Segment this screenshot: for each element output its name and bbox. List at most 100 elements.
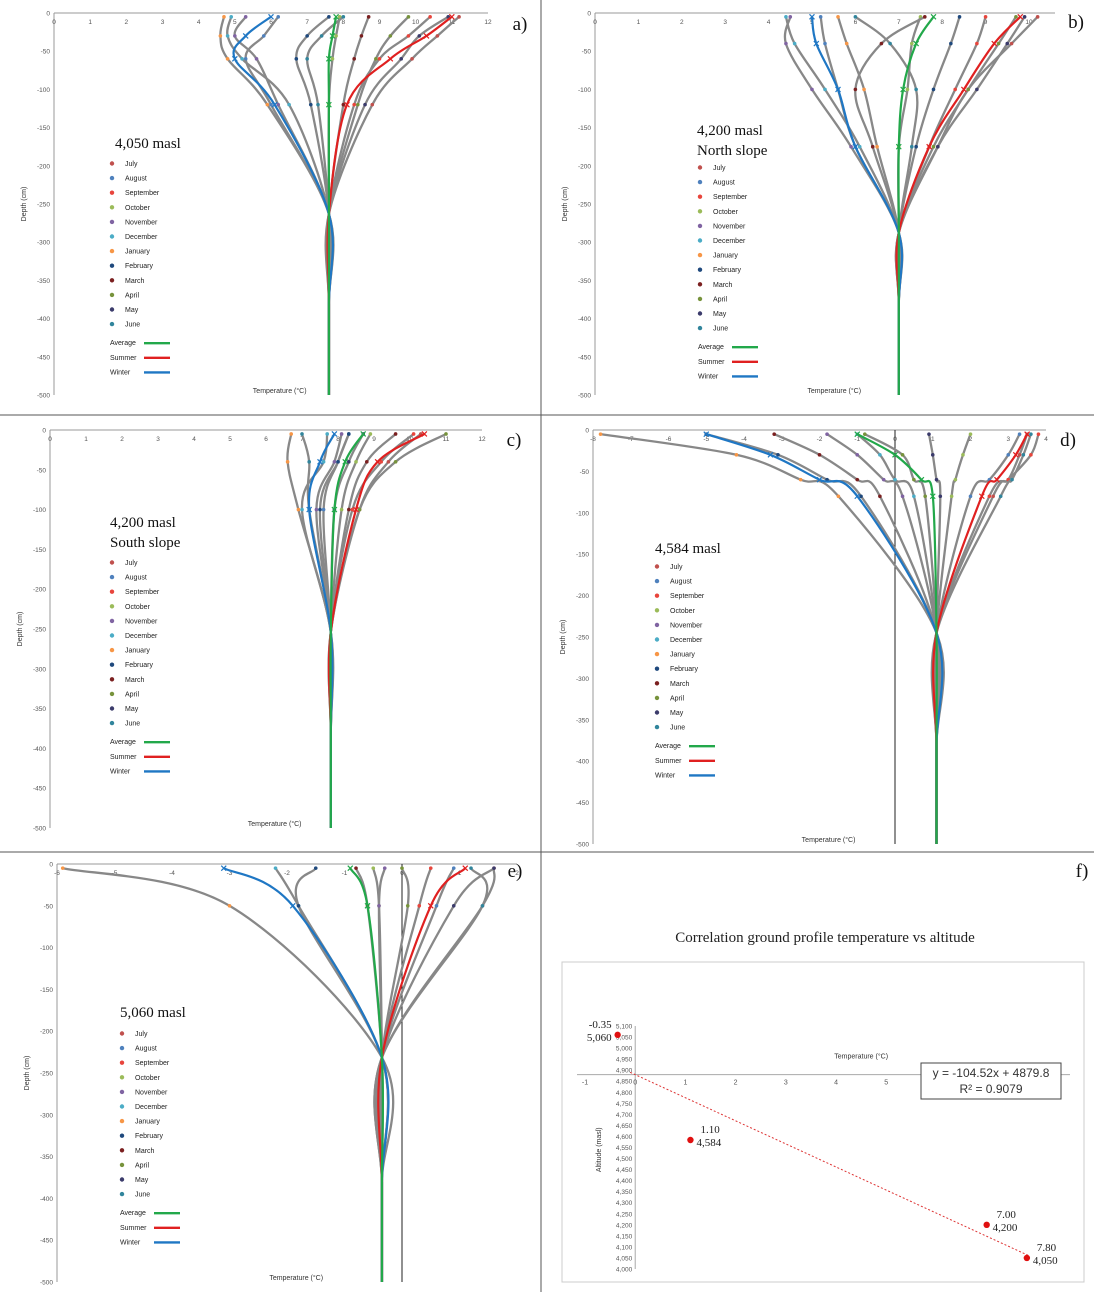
x-tick-label: 1 bbox=[637, 19, 641, 26]
monthly-curve-september bbox=[325, 15, 431, 395]
monthly-point bbox=[287, 102, 291, 107]
legend-label: September bbox=[125, 589, 160, 596]
winter-point bbox=[242, 32, 249, 39]
chart-frame bbox=[561, 961, 1085, 1283]
panel-letter: e) bbox=[508, 861, 523, 882]
monthly-point bbox=[269, 102, 273, 107]
monthly-point bbox=[273, 866, 278, 870]
y-tick-label: -200 bbox=[37, 163, 50, 170]
y-tick-label: 4,250 bbox=[616, 1211, 633, 1218]
legend-label: May bbox=[713, 311, 727, 318]
legend-marker bbox=[697, 238, 703, 243]
monthly-point bbox=[788, 15, 793, 19]
monthly-point bbox=[399, 57, 404, 61]
x-tick-label: 4 bbox=[192, 436, 196, 443]
monthly-point bbox=[371, 866, 376, 870]
legend-label: January bbox=[135, 1119, 160, 1126]
monthly-point bbox=[480, 904, 485, 908]
x-tick-label: 4 bbox=[197, 19, 201, 26]
average-curve bbox=[327, 16, 338, 395]
y-tick-label: 4,200 bbox=[616, 1222, 633, 1229]
legend-label: December bbox=[713, 238, 746, 245]
summer-point bbox=[1012, 451, 1019, 458]
monthly-curve-february bbox=[294, 867, 390, 1282]
summer-point bbox=[423, 32, 430, 39]
monthly-curve-june bbox=[373, 867, 489, 1282]
legend-marker bbox=[119, 1118, 125, 1124]
legend-marker bbox=[109, 190, 115, 195]
legend-label: July bbox=[135, 1031, 148, 1038]
monthly-point bbox=[60, 866, 65, 870]
monthly-point bbox=[888, 41, 892, 46]
monthly-point bbox=[784, 15, 788, 19]
legend-marker bbox=[654, 651, 660, 657]
legend-marker bbox=[654, 593, 660, 598]
legend-marker bbox=[654, 695, 660, 701]
monthly-point bbox=[308, 102, 313, 107]
monthly-point bbox=[265, 102, 270, 107]
monthly-point bbox=[1010, 477, 1014, 482]
legend-label: February bbox=[125, 662, 154, 669]
monthly-point bbox=[855, 453, 860, 457]
x-axis-label: Temperature (°C) bbox=[807, 387, 861, 395]
legend-label: February bbox=[670, 666, 699, 673]
monthly-point bbox=[912, 494, 916, 499]
legend-label: January bbox=[125, 648, 150, 655]
monthly-point bbox=[961, 453, 965, 457]
legend-marker bbox=[697, 325, 703, 331]
legend-marker bbox=[109, 292, 115, 298]
x-tick-label: -4 bbox=[741, 436, 747, 443]
x-tick-label: 3 bbox=[723, 19, 727, 26]
monthly-curve-july bbox=[373, 867, 496, 1282]
legend-marker bbox=[109, 248, 115, 254]
monthly-point bbox=[1029, 453, 1033, 457]
legend-label: April bbox=[670, 695, 684, 702]
legend-label: Summer bbox=[110, 754, 137, 761]
legend-label: Winter bbox=[698, 373, 719, 380]
monthly-point bbox=[254, 57, 259, 61]
y-tick-label: -350 bbox=[40, 1154, 53, 1161]
y-tick-label: -500 bbox=[576, 842, 589, 849]
y-tick-label: -300 bbox=[37, 240, 50, 247]
x-tick-label: 1 bbox=[458, 870, 462, 877]
legend-label: March bbox=[135, 1148, 155, 1155]
legend-label: Winter bbox=[110, 768, 131, 775]
legend-marker bbox=[654, 724, 660, 730]
r-squared: R² = 0.9079 bbox=[959, 1082, 1022, 1096]
legend-marker bbox=[109, 618, 115, 624]
legend-marker bbox=[119, 1148, 125, 1153]
y-tick-label: -50 bbox=[580, 469, 590, 476]
point-altitude-label: 5,060 bbox=[587, 1032, 612, 1044]
y-tick-label: 4,300 bbox=[616, 1200, 633, 1207]
monthly-point bbox=[900, 494, 905, 499]
x-tick-label: 5 bbox=[233, 19, 237, 26]
monthly-point bbox=[953, 477, 958, 482]
legend-label: Average bbox=[655, 743, 681, 750]
monthly-point bbox=[975, 41, 979, 46]
monthly-point bbox=[382, 866, 387, 870]
average-point bbox=[929, 493, 936, 500]
monthly-curve-september bbox=[931, 433, 1040, 844]
monthly-point bbox=[339, 507, 344, 512]
monthly-point bbox=[393, 432, 398, 436]
monthly-point bbox=[857, 144, 862, 149]
y-tick-label: 4,450 bbox=[616, 1167, 633, 1174]
legend-label: November bbox=[670, 622, 703, 629]
monthly-point bbox=[905, 87, 910, 92]
winter-point bbox=[306, 506, 313, 513]
monthly-point bbox=[388, 34, 393, 38]
panel-title: 4,584 masl bbox=[655, 541, 721, 557]
monthly-point bbox=[1014, 15, 1018, 19]
legend-marker bbox=[697, 179, 703, 185]
y-tick-label: 5,100 bbox=[616, 1024, 633, 1031]
panel-title: 4,050 masl bbox=[115, 136, 181, 152]
monthly-point bbox=[1006, 453, 1011, 457]
legend-label: December bbox=[670, 637, 703, 644]
legend-label: Summer bbox=[120, 1225, 147, 1232]
monthly-point bbox=[400, 866, 404, 870]
legend-marker bbox=[119, 1075, 125, 1080]
y-tick-label: -400 bbox=[40, 1196, 53, 1203]
monthly-point bbox=[900, 453, 905, 457]
legend-marker bbox=[109, 219, 115, 225]
